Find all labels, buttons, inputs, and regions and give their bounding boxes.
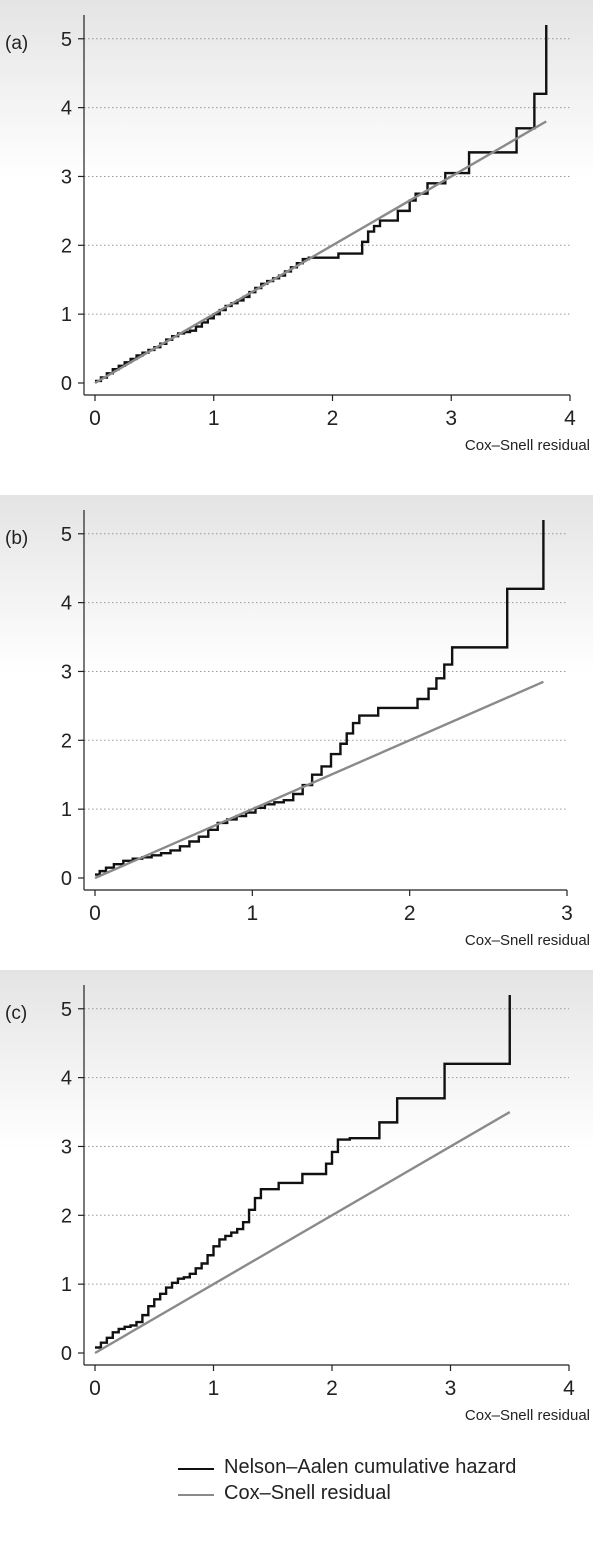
y-tick-label: 4: [61, 98, 72, 120]
y-tick-label: 2: [61, 235, 72, 257]
x-tick-label: 0: [89, 407, 101, 430]
legend-swatch-cox-snell: [178, 1494, 214, 1496]
panel-label: (c): [5, 1003, 27, 1024]
y-tick-label: 5: [61, 29, 72, 51]
plot-background: [0, 0, 593, 399]
y-tick-label: 3: [61, 661, 72, 683]
x-tick-label: 4: [563, 1377, 575, 1400]
x-tick-label: 3: [445, 1377, 457, 1400]
y-tick-label: 2: [61, 1205, 72, 1227]
x-tick-label: 1: [208, 1377, 220, 1400]
y-tick-label: 1: [61, 1274, 72, 1296]
x-axis-title: Cox–Snell residual: [465, 437, 590, 454]
legend-label-nelson-aalen: Nelson–Aalen cumulative hazard: [224, 1456, 516, 1479]
y-tick-label: 3: [61, 1136, 72, 1158]
x-tick-label: 3: [561, 902, 573, 925]
y-tick-label: 1: [61, 304, 72, 326]
chart-panel-c: 0 1 2 3 4 5 0 1 2 3 4 Cox–Snell residual (c): [0, 970, 593, 1440]
plot-background: [0, 495, 593, 894]
x-tick-label: 0: [89, 1377, 101, 1400]
x-axis-title: Cox–Snell residual: [465, 932, 590, 949]
y-tick-label: 0: [61, 373, 72, 395]
plot-background: [0, 970, 593, 1369]
x-tick-label: 2: [327, 407, 339, 430]
chart-panel-b: 0 1 2 3 4 5 0 1 2 3 Cox–Snell residual (b): [0, 495, 593, 965]
y-tick-label: 3: [61, 166, 72, 188]
x-tick-label: 4: [564, 407, 576, 430]
panel-label: (b): [5, 528, 28, 549]
y-tick-label: 1: [61, 799, 72, 821]
y-tick-label: 5: [61, 524, 72, 546]
x-tick-label: 1: [208, 407, 220, 430]
x-tick-label: 3: [445, 407, 457, 430]
chart-svg-b: 0 1 2 3 4 5 0 1 2 3 Cox–Snell residual (b): [0, 495, 593, 965]
x-tick-label: 0: [89, 902, 101, 925]
y-tick-label: 0: [61, 868, 72, 890]
y-tick-label: 0: [61, 1343, 72, 1365]
legend-label-cox-snell: Cox–Snell residual: [224, 1482, 391, 1505]
y-tick-label: 4: [61, 593, 72, 615]
y-tick-label: 2: [61, 730, 72, 752]
legend-swatch-nelson-aalen: [178, 1468, 214, 1470]
y-tick-label: 4: [61, 1068, 72, 1090]
x-tick-label: 2: [326, 1377, 338, 1400]
x-tick-label: 2: [404, 902, 416, 925]
x-axis-title: Cox–Snell residual: [465, 1407, 590, 1424]
x-tick-label: 1: [246, 902, 258, 925]
chart-legend: Nelson–Aalen cumulative hazard Cox–Snell…: [178, 1452, 578, 1542]
panel-label: (a): [5, 33, 28, 54]
chart-svg-a: 0 1 2 3 4 5 0 1 2 3 4 Cox–Snell residual (a): [0, 0, 593, 470]
chart-panel-a: 0 1 2 3 4 5 0 1 2 3 4 Cox–Snell residual (a): [0, 0, 593, 470]
y-tick-label: 5: [61, 999, 72, 1021]
chart-svg-c: 0 1 2 3 4 5 0 1 2 3 4 Cox–Snell residual (c): [0, 970, 593, 1440]
